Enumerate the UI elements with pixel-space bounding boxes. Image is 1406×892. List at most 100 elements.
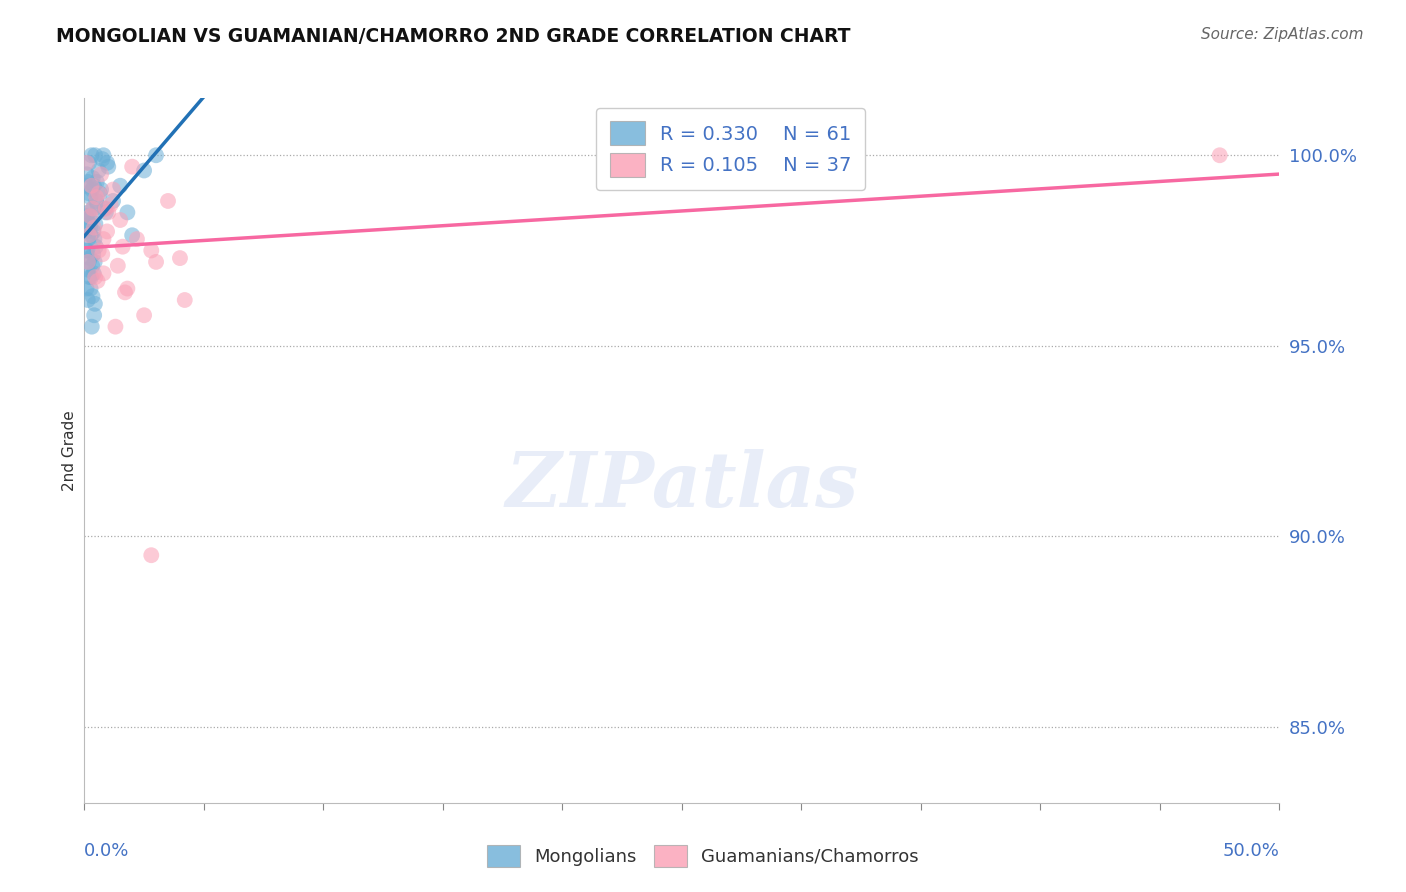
Point (83, 308, 105, 322)
Point (87, 186, 110, 201)
Point (141, 244, 163, 258)
Point (96, 156, 118, 170)
Point (76, 293, 98, 307)
Point (80, 178, 103, 193)
Point (93, 266, 115, 280)
Point (93, 148, 115, 162)
Point (75, 178, 97, 193)
Point (173, 293, 195, 307)
Point (77, 205, 100, 219)
Point (89, 186, 111, 201)
Point (101, 182, 124, 196)
Point (145, 255, 167, 269)
Legend: R = 0.330    N = 61, R = 0.105    N = 37: R = 0.330 N = 61, R = 0.105 N = 37 (596, 108, 865, 190)
Point (132, 308, 156, 322)
Point (145, 148, 167, 162)
Point (84, 217, 107, 231)
Y-axis label: 2nd Grade: 2nd Grade (62, 410, 77, 491)
Point (82, 224, 104, 238)
Point (76, 213, 98, 227)
Point (93, 232, 115, 246)
Point (110, 178, 132, 193)
Point (84, 270, 107, 285)
Point (79, 209, 101, 223)
Point (79, 282, 101, 296)
Point (125, 232, 148, 246)
Point (83, 178, 105, 193)
Text: ZIPatlas: ZIPatlas (505, 449, 859, 523)
Point (86, 194, 108, 208)
Point (86, 274, 108, 288)
Text: 50.0%: 50.0% (1223, 842, 1279, 860)
Point (114, 285, 136, 300)
Text: MONGOLIAN VS GUAMANIAN/CHAMORRO 2ND GRADE CORRELATION CHART: MONGOLIAN VS GUAMANIAN/CHAMORRO 2ND GRAD… (56, 27, 851, 45)
Point (80, 148, 103, 162)
Text: 0.0%: 0.0% (84, 842, 129, 860)
Point (86, 198, 108, 212)
Point (83, 220, 105, 235)
Point (90, 182, 112, 196)
Point (107, 259, 129, 273)
Point (117, 282, 139, 296)
Point (76, 167, 98, 181)
Point (77, 255, 100, 269)
Point (157, 194, 180, 208)
Point (80, 270, 103, 285)
Text: Source: ZipAtlas.com: Source: ZipAtlas.com (1201, 27, 1364, 42)
Point (79, 220, 101, 235)
Point (77, 156, 100, 170)
Point (84, 148, 107, 162)
Point (76, 156, 98, 170)
Point (79, 270, 101, 285)
Point (1209, 148, 1232, 162)
Point (77, 232, 100, 246)
Point (82, 247, 104, 261)
Point (82, 289, 104, 303)
Point (141, 548, 163, 562)
Legend: Mongolians, Guamanians/Chamorros: Mongolians, Guamanians/Chamorros (479, 838, 927, 874)
Point (82, 202, 104, 216)
Point (93, 202, 115, 216)
Point (79, 190, 101, 204)
Point (77, 228, 100, 243)
Point (117, 205, 139, 219)
Point (83, 266, 105, 280)
Point (77, 255, 100, 269)
Point (79, 251, 101, 265)
Point (82, 259, 104, 273)
Point (83, 297, 105, 311)
Point (121, 160, 143, 174)
Point (94, 205, 117, 219)
Point (94, 202, 117, 216)
Point (76, 282, 98, 296)
Point (80, 209, 103, 223)
Point (97, 205, 120, 219)
Point (86, 175, 108, 189)
Point (80, 319, 103, 334)
Point (110, 213, 132, 227)
Point (87, 163, 110, 178)
Point (80, 228, 103, 243)
Point (169, 251, 191, 265)
Point (90, 167, 112, 181)
Point (75, 224, 97, 238)
Point (111, 240, 134, 254)
Point (104, 319, 127, 334)
Point (91, 152, 114, 166)
Point (101, 194, 124, 208)
Point (100, 198, 122, 212)
Point (83, 232, 105, 246)
Point (91, 247, 114, 261)
Point (79, 217, 101, 231)
Point (83, 255, 105, 269)
Point (87, 244, 110, 258)
Point (75, 244, 97, 258)
Point (121, 228, 143, 243)
Point (82, 202, 104, 216)
Point (76, 244, 98, 258)
Point (97, 160, 120, 174)
Point (82, 171, 104, 186)
Point (96, 224, 118, 238)
Point (77, 186, 100, 201)
Point (84, 240, 107, 254)
